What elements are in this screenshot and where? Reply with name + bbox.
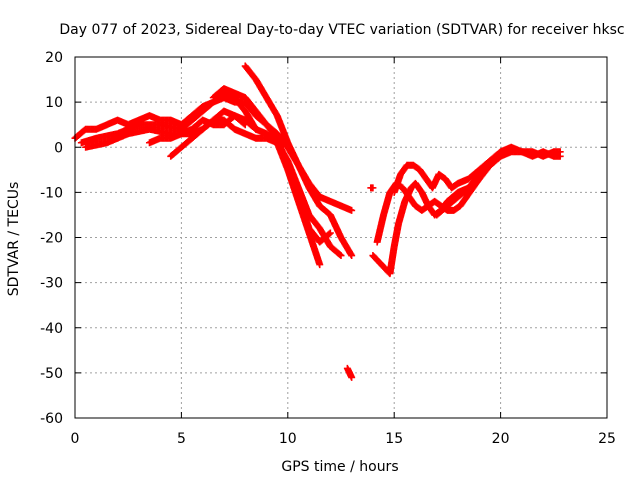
y-tick-label: -30 xyxy=(40,276,63,292)
x-tick-label: 20 xyxy=(492,431,510,447)
y-tick-label: -20 xyxy=(40,231,63,247)
data-points xyxy=(71,62,564,381)
data-point xyxy=(316,261,324,269)
data-point xyxy=(252,125,260,133)
y-tick-label: -60 xyxy=(40,411,63,427)
x-tick-label: 10 xyxy=(279,431,297,447)
x-tick-label: 0 xyxy=(71,431,80,447)
series-track-9 xyxy=(367,184,377,192)
x-tick-label: 5 xyxy=(177,431,186,447)
x-axis-label: GPS time / hours xyxy=(281,459,398,475)
data-point xyxy=(348,252,356,260)
y-tick-label: 0 xyxy=(54,140,63,156)
series-track-5 xyxy=(209,85,334,246)
data-point xyxy=(326,229,334,237)
y-tick-label: 10 xyxy=(45,95,63,111)
series-track-6 xyxy=(145,112,260,147)
data-point xyxy=(348,206,356,214)
data-point xyxy=(369,184,377,192)
y-tick-label: -50 xyxy=(40,366,63,382)
data-point-fill xyxy=(325,230,333,238)
x-tick-label: 15 xyxy=(385,431,403,447)
data-point-fill xyxy=(251,124,259,132)
series-track-7 xyxy=(167,107,249,160)
y-tick-label: 20 xyxy=(45,50,63,66)
chart-title: Day 077 of 2023, Sidereal Day-to-day VTE… xyxy=(59,22,624,38)
series-track-8 xyxy=(343,364,356,381)
x-tick-label: 25 xyxy=(598,431,616,447)
data-point xyxy=(241,121,249,129)
series-track-13 xyxy=(433,148,564,219)
data-point-fill xyxy=(336,251,344,259)
axis-ticks: 0 5 10 15 20 25 20 10 0 -10 -20 -30 -40 -50 -60 xyxy=(40,50,616,447)
y-axis-label: SDTVAR / TECUs xyxy=(6,182,22,297)
data-point xyxy=(556,148,564,156)
y-tick-label: -40 xyxy=(40,321,63,337)
data-point-fill xyxy=(240,120,248,128)
data-point xyxy=(348,373,356,381)
data-point xyxy=(337,252,345,260)
y-tick-label: -10 xyxy=(40,185,63,201)
series-track-4 xyxy=(241,62,356,260)
